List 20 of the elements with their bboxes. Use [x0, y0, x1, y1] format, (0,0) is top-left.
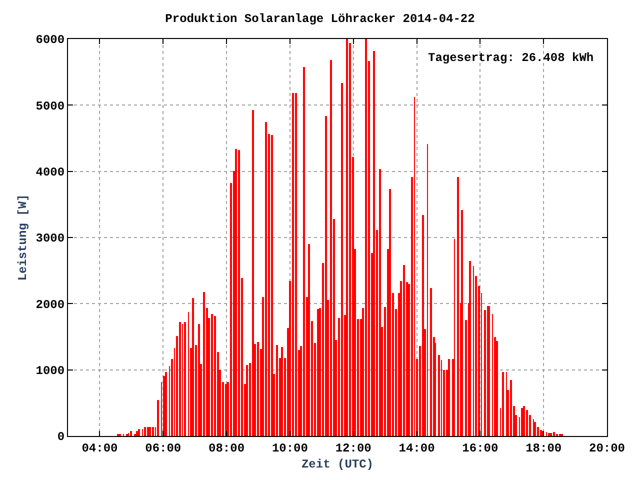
y-tick-label: 0 [57, 430, 65, 444]
y-tick-label: 6000 [36, 33, 65, 48]
x-tick-label: 08:00 [208, 441, 245, 456]
x-tick-label: 14:00 [398, 441, 435, 456]
y-tick-label: 4000 [36, 166, 65, 180]
chart-title: Produktion Solaranlage Löhracker 2014-04-22 [165, 12, 475, 26]
y-axis-title: Leistung [W] [16, 194, 30, 281]
x-tick-label: 20:00 [588, 441, 626, 456]
y-tick-label: 2000 [36, 298, 65, 312]
x-tick-label: 06:00 [145, 441, 182, 456]
annotation: Tagesertrag: 26.408 kWh [428, 51, 594, 65]
y-tick-label: 1000 [36, 364, 65, 378]
x-axis-title: Zeit (UTC) [301, 457, 374, 472]
x-tick-label: 16:00 [462, 441, 498, 456]
x-tick-label: 18:00 [526, 441, 562, 456]
x-tick-label: 10:00 [272, 441, 308, 456]
y-tick-label: 3000 [36, 232, 65, 246]
y-tick-label: 5000 [36, 99, 65, 114]
x-tick-label: 12:00 [335, 441, 372, 456]
x-tick-label: 04:00 [82, 441, 118, 456]
